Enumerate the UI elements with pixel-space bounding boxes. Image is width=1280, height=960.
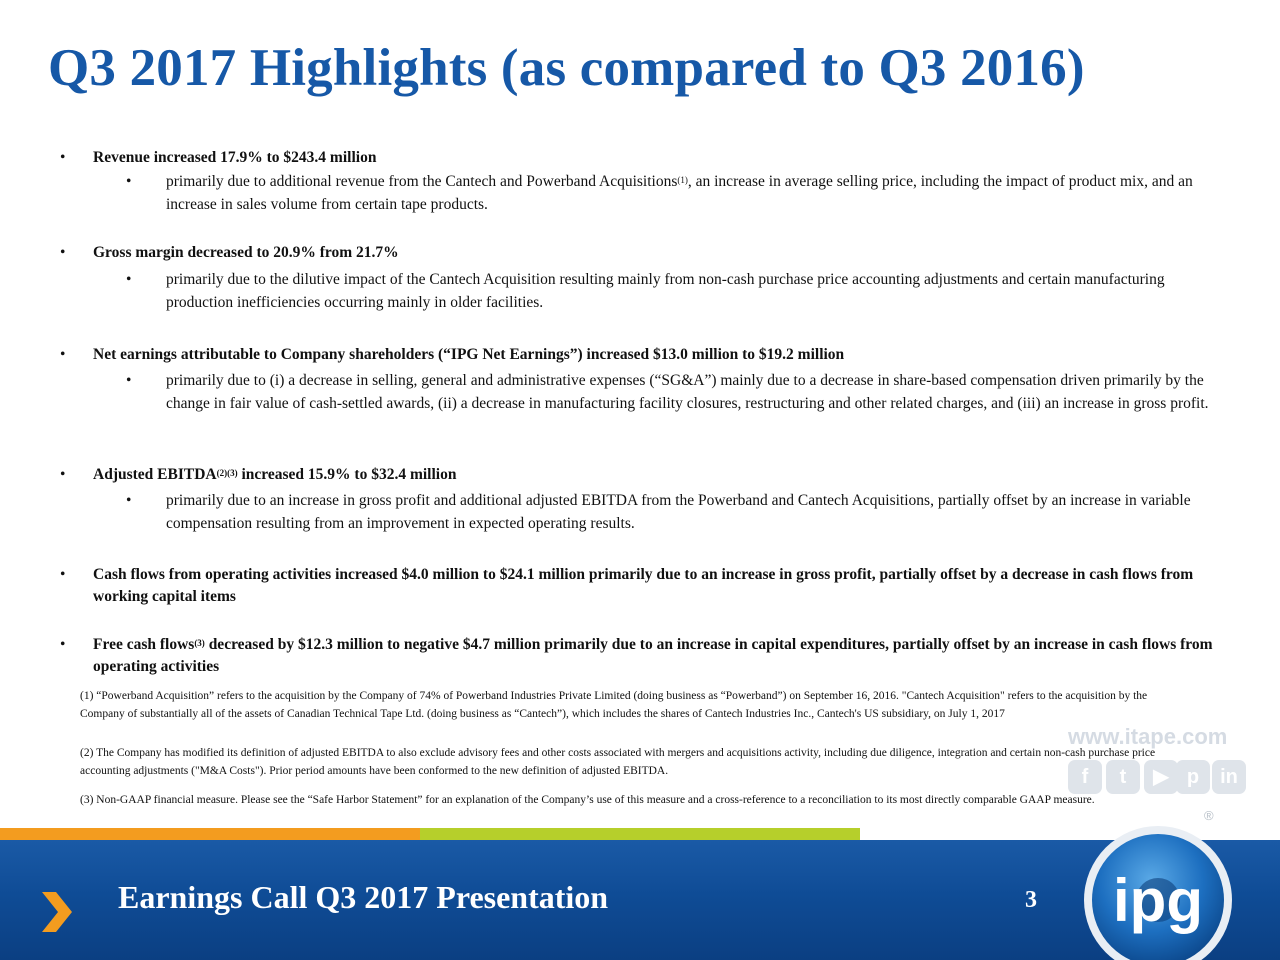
footnote-ref: (1) bbox=[677, 175, 688, 185]
bullet-dot: • bbox=[60, 636, 66, 653]
bullet-heading: Free cash flows bbox=[93, 636, 195, 653]
footnote-1: (1) “Powerband Acquisition” refers to th… bbox=[80, 690, 1148, 720]
detail-text: primarily due to the dilutive impact of … bbox=[166, 271, 1165, 311]
chevron-right-icon bbox=[42, 892, 72, 932]
detail-text: primarily due to additional revenue from… bbox=[166, 173, 678, 190]
bullet-heading: Adjusted EBITDA bbox=[93, 466, 217, 483]
sub-bullet-dot: • bbox=[126, 372, 132, 389]
bullet-heading: Revenue increased 17.9% to $243.4 millio… bbox=[93, 149, 377, 166]
ipg-logo: ipg bbox=[1084, 826, 1232, 960]
bullet-dot: • bbox=[60, 346, 66, 363]
footnote-ref: (2)(3) bbox=[216, 468, 238, 478]
registered-mark: ® bbox=[1204, 808, 1214, 823]
sub-bullet-dot: • bbox=[126, 173, 132, 190]
sub-bullet-dot: • bbox=[126, 271, 132, 288]
bullet-heading: Net earnings attributable to Company sha… bbox=[93, 346, 845, 363]
page-number: 3 bbox=[1025, 887, 1037, 913]
detail-text: primarily due to (i) a decrease in selli… bbox=[166, 372, 1209, 412]
youtube-icon: ▶ bbox=[1144, 760, 1178, 794]
bullet-gross-margin-detail: • primarily due to the dilutive impact o… bbox=[126, 269, 1226, 314]
detail-text: primarily due to an increase in gross pr… bbox=[166, 492, 1191, 532]
bullet-adjusted-ebitda: • Adjusted EBITDA(2)(3) increased 15.9% … bbox=[60, 464, 1233, 486]
footnote-2: (2) The Company has modified its definit… bbox=[80, 747, 1156, 777]
bullet-cash-flows: • Cash flows from operating activities i… bbox=[60, 564, 1233, 608]
bullet-heading: Cash flows from operating activities inc… bbox=[93, 566, 1194, 605]
bullet-revenue: • Revenue increased 17.9% to $243.4 mill… bbox=[60, 147, 1233, 169]
footer-bar bbox=[0, 840, 1280, 960]
twitter-icon: t bbox=[1106, 760, 1140, 794]
bullet-adjusted-ebitda-detail: • primarily due to an increase in gross … bbox=[126, 490, 1226, 535]
bullet-dot: • bbox=[60, 566, 66, 583]
pinterest-icon: p bbox=[1176, 760, 1210, 794]
footnote-ref: (3) bbox=[194, 638, 205, 648]
footer-title: Earnings Call Q3 2017 Presentation bbox=[118, 879, 609, 915]
sub-bullet-dot: • bbox=[126, 492, 132, 509]
bullet-revenue-detail: • primarily due to additional revenue fr… bbox=[126, 171, 1226, 216]
bullet-net-earnings: • Net earnings attributable to Company s… bbox=[60, 344, 1233, 366]
bullet-heading: Gross margin decreased to 20.9% from 21.… bbox=[93, 244, 399, 261]
bullet-net-earnings-detail: • primarily due to (i) a decrease in sel… bbox=[126, 370, 1226, 415]
accent-stripe-orange bbox=[0, 828, 420, 840]
bullet-dot: • bbox=[60, 149, 66, 166]
linkedin-icon: in bbox=[1212, 760, 1246, 794]
bullet-dot: • bbox=[60, 244, 66, 261]
bullet-dot: • bbox=[60, 466, 66, 483]
website-url-watermark: www.itape.com bbox=[1068, 724, 1228, 749]
bullet-heading: decreased by $12.3 million to negative $… bbox=[93, 636, 1213, 675]
accent-stripe-green bbox=[420, 828, 860, 840]
bullet-heading: increased 15.9% to $32.4 million bbox=[237, 466, 457, 483]
bullet-gross-margin: • Gross margin decreased to 20.9% from 2… bbox=[60, 242, 1233, 264]
logo-text: ipg bbox=[1113, 867, 1203, 934]
detail-text: , an increase in average selling price, … bbox=[166, 173, 1193, 213]
page-title: Q3 2017 Highlights (as compared to Q3 20… bbox=[48, 39, 1085, 97]
facebook-icon: f bbox=[1068, 760, 1102, 794]
footnote-3: (3) Non-GAAP financial measure. Please s… bbox=[80, 794, 1095, 806]
bullet-free-cash-flows: • Free cash flows(3) decreased by $12.3 … bbox=[60, 634, 1233, 678]
